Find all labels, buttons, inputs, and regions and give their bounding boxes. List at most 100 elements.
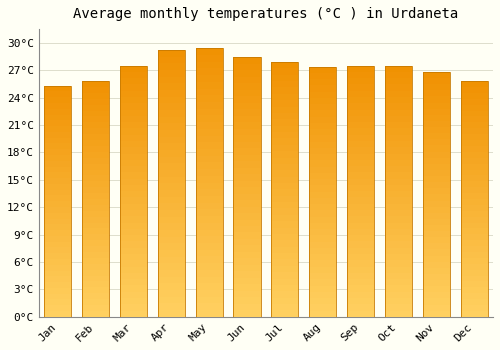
- Bar: [422, 280, 450, 286]
- Bar: [347, 279, 374, 285]
- Bar: [196, 176, 223, 182]
- Bar: [271, 221, 298, 228]
- Bar: [422, 256, 450, 262]
- Bar: [234, 168, 260, 174]
- Bar: [460, 175, 488, 181]
- Bar: [158, 63, 185, 70]
- Bar: [82, 158, 109, 163]
- Bar: [271, 75, 298, 81]
- Bar: [385, 254, 412, 260]
- Bar: [234, 57, 260, 64]
- Bar: [120, 84, 147, 91]
- Bar: [347, 65, 374, 317]
- Bar: [82, 93, 109, 99]
- Bar: [271, 164, 298, 170]
- Bar: [422, 115, 450, 121]
- Bar: [44, 294, 72, 300]
- Bar: [82, 128, 109, 134]
- Bar: [385, 147, 412, 154]
- Bar: [234, 77, 260, 83]
- Bar: [347, 292, 374, 298]
- Bar: [196, 276, 223, 283]
- Bar: [120, 135, 147, 141]
- Bar: [460, 128, 488, 134]
- Bar: [385, 110, 412, 116]
- Bar: [234, 116, 260, 122]
- Bar: [422, 268, 450, 274]
- Bar: [196, 182, 223, 189]
- Bar: [309, 267, 336, 273]
- Bar: [422, 237, 450, 243]
- Bar: [196, 149, 223, 156]
- Bar: [234, 265, 260, 271]
- Bar: [271, 62, 298, 68]
- Bar: [347, 103, 374, 110]
- Bar: [82, 211, 109, 217]
- Bar: [196, 48, 223, 317]
- Bar: [158, 264, 185, 270]
- Bar: [385, 223, 412, 229]
- Bar: [347, 128, 374, 135]
- Bar: [234, 83, 260, 90]
- Bar: [347, 110, 374, 116]
- Bar: [120, 178, 147, 185]
- Bar: [385, 154, 412, 160]
- Bar: [82, 87, 109, 93]
- Bar: [44, 276, 72, 282]
- Bar: [196, 243, 223, 250]
- Bar: [120, 97, 147, 103]
- Bar: [422, 292, 450, 299]
- Bar: [271, 119, 298, 126]
- Bar: [422, 164, 450, 170]
- Bar: [422, 262, 450, 268]
- Bar: [385, 204, 412, 210]
- Bar: [347, 285, 374, 292]
- Bar: [158, 223, 185, 230]
- Bar: [234, 122, 260, 129]
- Bar: [158, 83, 185, 90]
- Bar: [82, 134, 109, 140]
- Bar: [196, 230, 223, 236]
- Bar: [309, 85, 336, 92]
- Bar: [460, 199, 488, 205]
- Bar: [44, 242, 72, 247]
- Bar: [385, 273, 412, 279]
- Bar: [158, 237, 185, 244]
- Bar: [271, 145, 298, 151]
- Bar: [120, 91, 147, 97]
- Bar: [158, 117, 185, 124]
- Bar: [271, 209, 298, 215]
- Bar: [234, 200, 260, 206]
- Bar: [120, 273, 147, 279]
- Bar: [158, 277, 185, 284]
- Bar: [460, 240, 488, 246]
- Bar: [82, 117, 109, 122]
- Bar: [422, 311, 450, 317]
- Bar: [44, 224, 72, 230]
- Bar: [234, 103, 260, 109]
- Bar: [234, 194, 260, 200]
- Bar: [460, 163, 488, 169]
- Bar: [44, 219, 72, 224]
- Bar: [271, 138, 298, 145]
- Bar: [422, 304, 450, 311]
- Bar: [158, 130, 185, 137]
- Bar: [120, 141, 147, 147]
- Bar: [271, 279, 298, 285]
- Bar: [309, 198, 336, 204]
- Bar: [385, 197, 412, 204]
- Bar: [271, 228, 298, 234]
- Bar: [271, 196, 298, 202]
- Bar: [158, 257, 185, 264]
- Bar: [120, 147, 147, 154]
- Bar: [82, 175, 109, 181]
- Bar: [309, 304, 336, 310]
- Bar: [234, 206, 260, 213]
- Bar: [158, 50, 185, 57]
- Bar: [309, 148, 336, 154]
- Bar: [347, 267, 374, 273]
- Bar: [44, 184, 72, 190]
- Bar: [120, 310, 147, 317]
- Bar: [82, 281, 109, 287]
- Bar: [271, 215, 298, 221]
